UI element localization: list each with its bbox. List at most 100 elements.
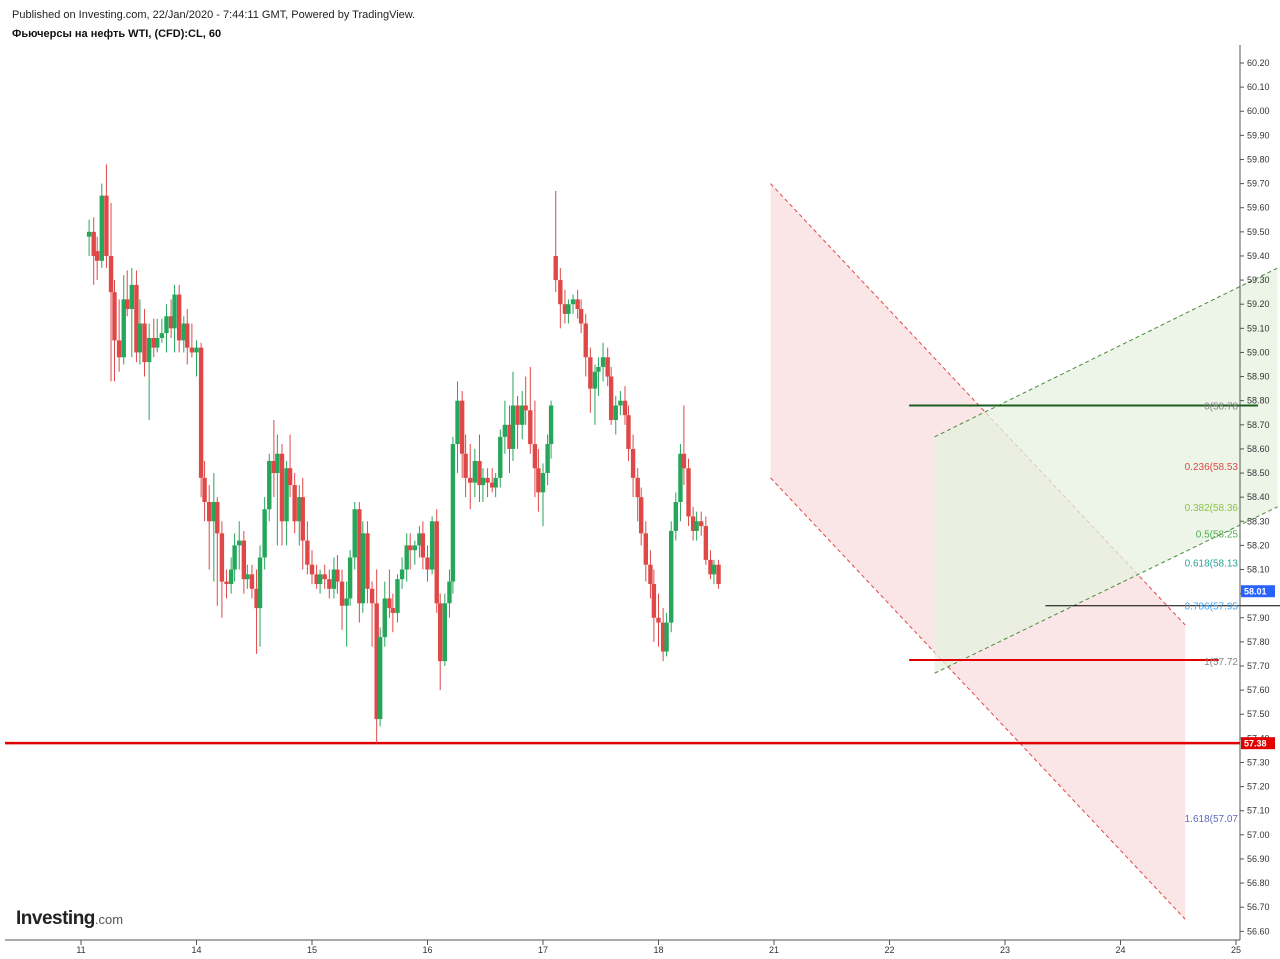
candle[interactable]: [690, 506, 696, 541]
candle[interactable]: [262, 497, 267, 570]
candle[interactable]: [553, 190, 558, 293]
candle[interactable]: [257, 545, 263, 647]
candle[interactable]: [434, 509, 439, 613]
candle[interactable]: [284, 460, 289, 546]
candle[interactable]: [480, 468, 486, 502]
candle[interactable]: [498, 429, 503, 488]
candle[interactable]: [176, 284, 182, 353]
candle[interactable]: [545, 434, 550, 486]
candle[interactable]: [224, 569, 229, 599]
candle[interactable]: [116, 299, 122, 372]
candle[interactable]: [510, 371, 516, 461]
candle[interactable]: [536, 448, 541, 512]
candle[interactable]: [638, 487, 644, 546]
channel-up-lower-line[interactable]: [934, 506, 1278, 674]
candle[interactable]: [711, 559, 717, 584]
candle[interactable]: [137, 299, 143, 365]
candle[interactable]: [651, 569, 657, 642]
candle[interactable]: [91, 217, 96, 285]
candle[interactable]: [507, 405, 512, 474]
candle[interactable]: [322, 564, 327, 589]
candle[interactable]: [377, 627, 383, 727]
candle[interactable]: [360, 521, 366, 613]
candle[interactable]: [99, 183, 104, 269]
candle[interactable]: [520, 391, 525, 440]
candle[interactable]: [339, 569, 345, 630]
candle[interactable]: [189, 323, 195, 358]
candle[interactable]: [678, 444, 683, 522]
candle[interactable]: [207, 485, 212, 570]
candle[interactable]: [125, 270, 130, 317]
candle[interactable]: [472, 448, 478, 498]
candle[interactable]: [108, 202, 114, 382]
candle[interactable]: [112, 280, 117, 382]
candle[interactable]: [477, 434, 482, 502]
candle[interactable]: [540, 463, 546, 527]
candle[interactable]: [335, 555, 340, 594]
candle[interactable]: [566, 299, 571, 324]
candle[interactable]: [104, 164, 109, 269]
candle[interactable]: [344, 581, 349, 647]
candle[interactable]: [618, 391, 623, 416]
candle[interactable]: [151, 318, 156, 358]
candle[interactable]: [463, 434, 468, 498]
candle[interactable]: [548, 400, 554, 459]
candle[interactable]: [596, 357, 601, 396]
candle[interactable]: [155, 318, 160, 353]
candle[interactable]: [681, 405, 687, 486]
candle[interactable]: [129, 268, 135, 358]
candle[interactable]: [241, 530, 247, 594]
candle[interactable]: [438, 593, 443, 691]
candle[interactable]: [314, 564, 319, 589]
candle[interactable]: [532, 400, 538, 498]
candle[interactable]: [626, 405, 631, 461]
candle[interactable]: [592, 364, 598, 425]
candle[interactable]: [502, 400, 508, 454]
candle[interactable]: [694, 511, 699, 541]
candle[interactable]: [562, 289, 568, 324]
candle[interactable]: [134, 270, 139, 363]
candle[interactable]: [660, 608, 666, 662]
candle[interactable]: [369, 581, 375, 647]
candle[interactable]: [605, 347, 610, 387]
candle[interactable]: [94, 236, 100, 281]
candle[interactable]: [305, 521, 310, 575]
candle[interactable]: [588, 347, 593, 413]
candle[interactable]: [228, 557, 234, 594]
candle[interactable]: [455, 381, 460, 474]
candle[interactable]: [382, 581, 387, 647]
candle[interactable]: [194, 340, 199, 377]
candle[interactable]: [146, 323, 152, 420]
candle[interactable]: [608, 366, 614, 425]
candle[interactable]: [442, 593, 448, 666]
candle[interactable]: [292, 473, 297, 534]
candle[interactable]: [648, 550, 653, 599]
candle[interactable]: [420, 521, 426, 570]
candle[interactable]: [387, 569, 392, 618]
candle[interactable]: [635, 468, 640, 522]
candle[interactable]: [172, 284, 177, 353]
candle[interactable]: [523, 376, 528, 425]
candle[interactable]: [86, 219, 92, 256]
candle[interactable]: [142, 309, 147, 377]
candle[interactable]: [347, 550, 353, 606]
candle[interactable]: [417, 526, 422, 558]
candle[interactable]: [468, 444, 473, 510]
candle[interactable]: [164, 304, 169, 353]
channel-up-upper-line[interactable]: [934, 267, 1278, 438]
candle[interactable]: [703, 516, 709, 565]
candle[interactable]: [489, 468, 495, 493]
candle[interactable]: [429, 516, 435, 575]
candle[interactable]: [249, 564, 255, 599]
candle[interactable]: [365, 521, 370, 604]
candle[interactable]: [515, 395, 520, 449]
candle[interactable]: [630, 434, 636, 498]
candle[interactable]: [168, 299, 174, 338]
candle[interactable]: [407, 533, 413, 570]
candle[interactable]: [237, 521, 242, 570]
candle[interactable]: [412, 540, 417, 565]
candle[interactable]: [352, 501, 357, 570]
candle[interactable]: [275, 434, 280, 546]
candle[interactable]: [686, 458, 691, 527]
